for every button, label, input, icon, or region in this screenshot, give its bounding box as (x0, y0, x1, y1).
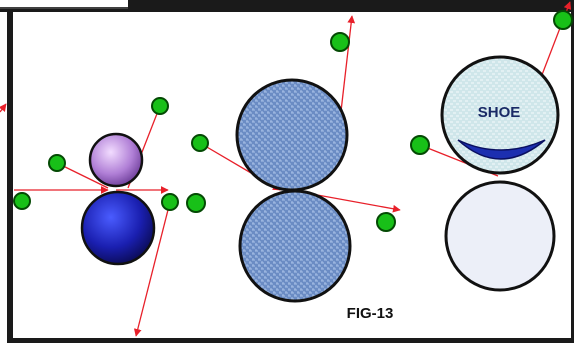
page: {"labels": {"shoe": "SHOE", "figure": "F… (0, 0, 574, 343)
shoe-label: SHOE (478, 104, 521, 121)
roller (446, 182, 554, 290)
dot (162, 194, 178, 210)
roller (237, 80, 347, 190)
roller (240, 191, 350, 301)
dot (152, 98, 168, 114)
dot (554, 11, 572, 29)
dot (14, 193, 30, 209)
dot (192, 135, 208, 151)
dot (187, 194, 205, 212)
large-sphere (82, 192, 154, 264)
dot (49, 155, 65, 171)
dot (411, 136, 429, 154)
small-sphere (90, 134, 142, 186)
dot (377, 213, 395, 231)
left-margin (0, 12, 7, 343)
figure-label: FIG-13 (347, 305, 394, 322)
dot (331, 33, 349, 51)
diagram: SHOE FIG-13 (0, 0, 574, 343)
